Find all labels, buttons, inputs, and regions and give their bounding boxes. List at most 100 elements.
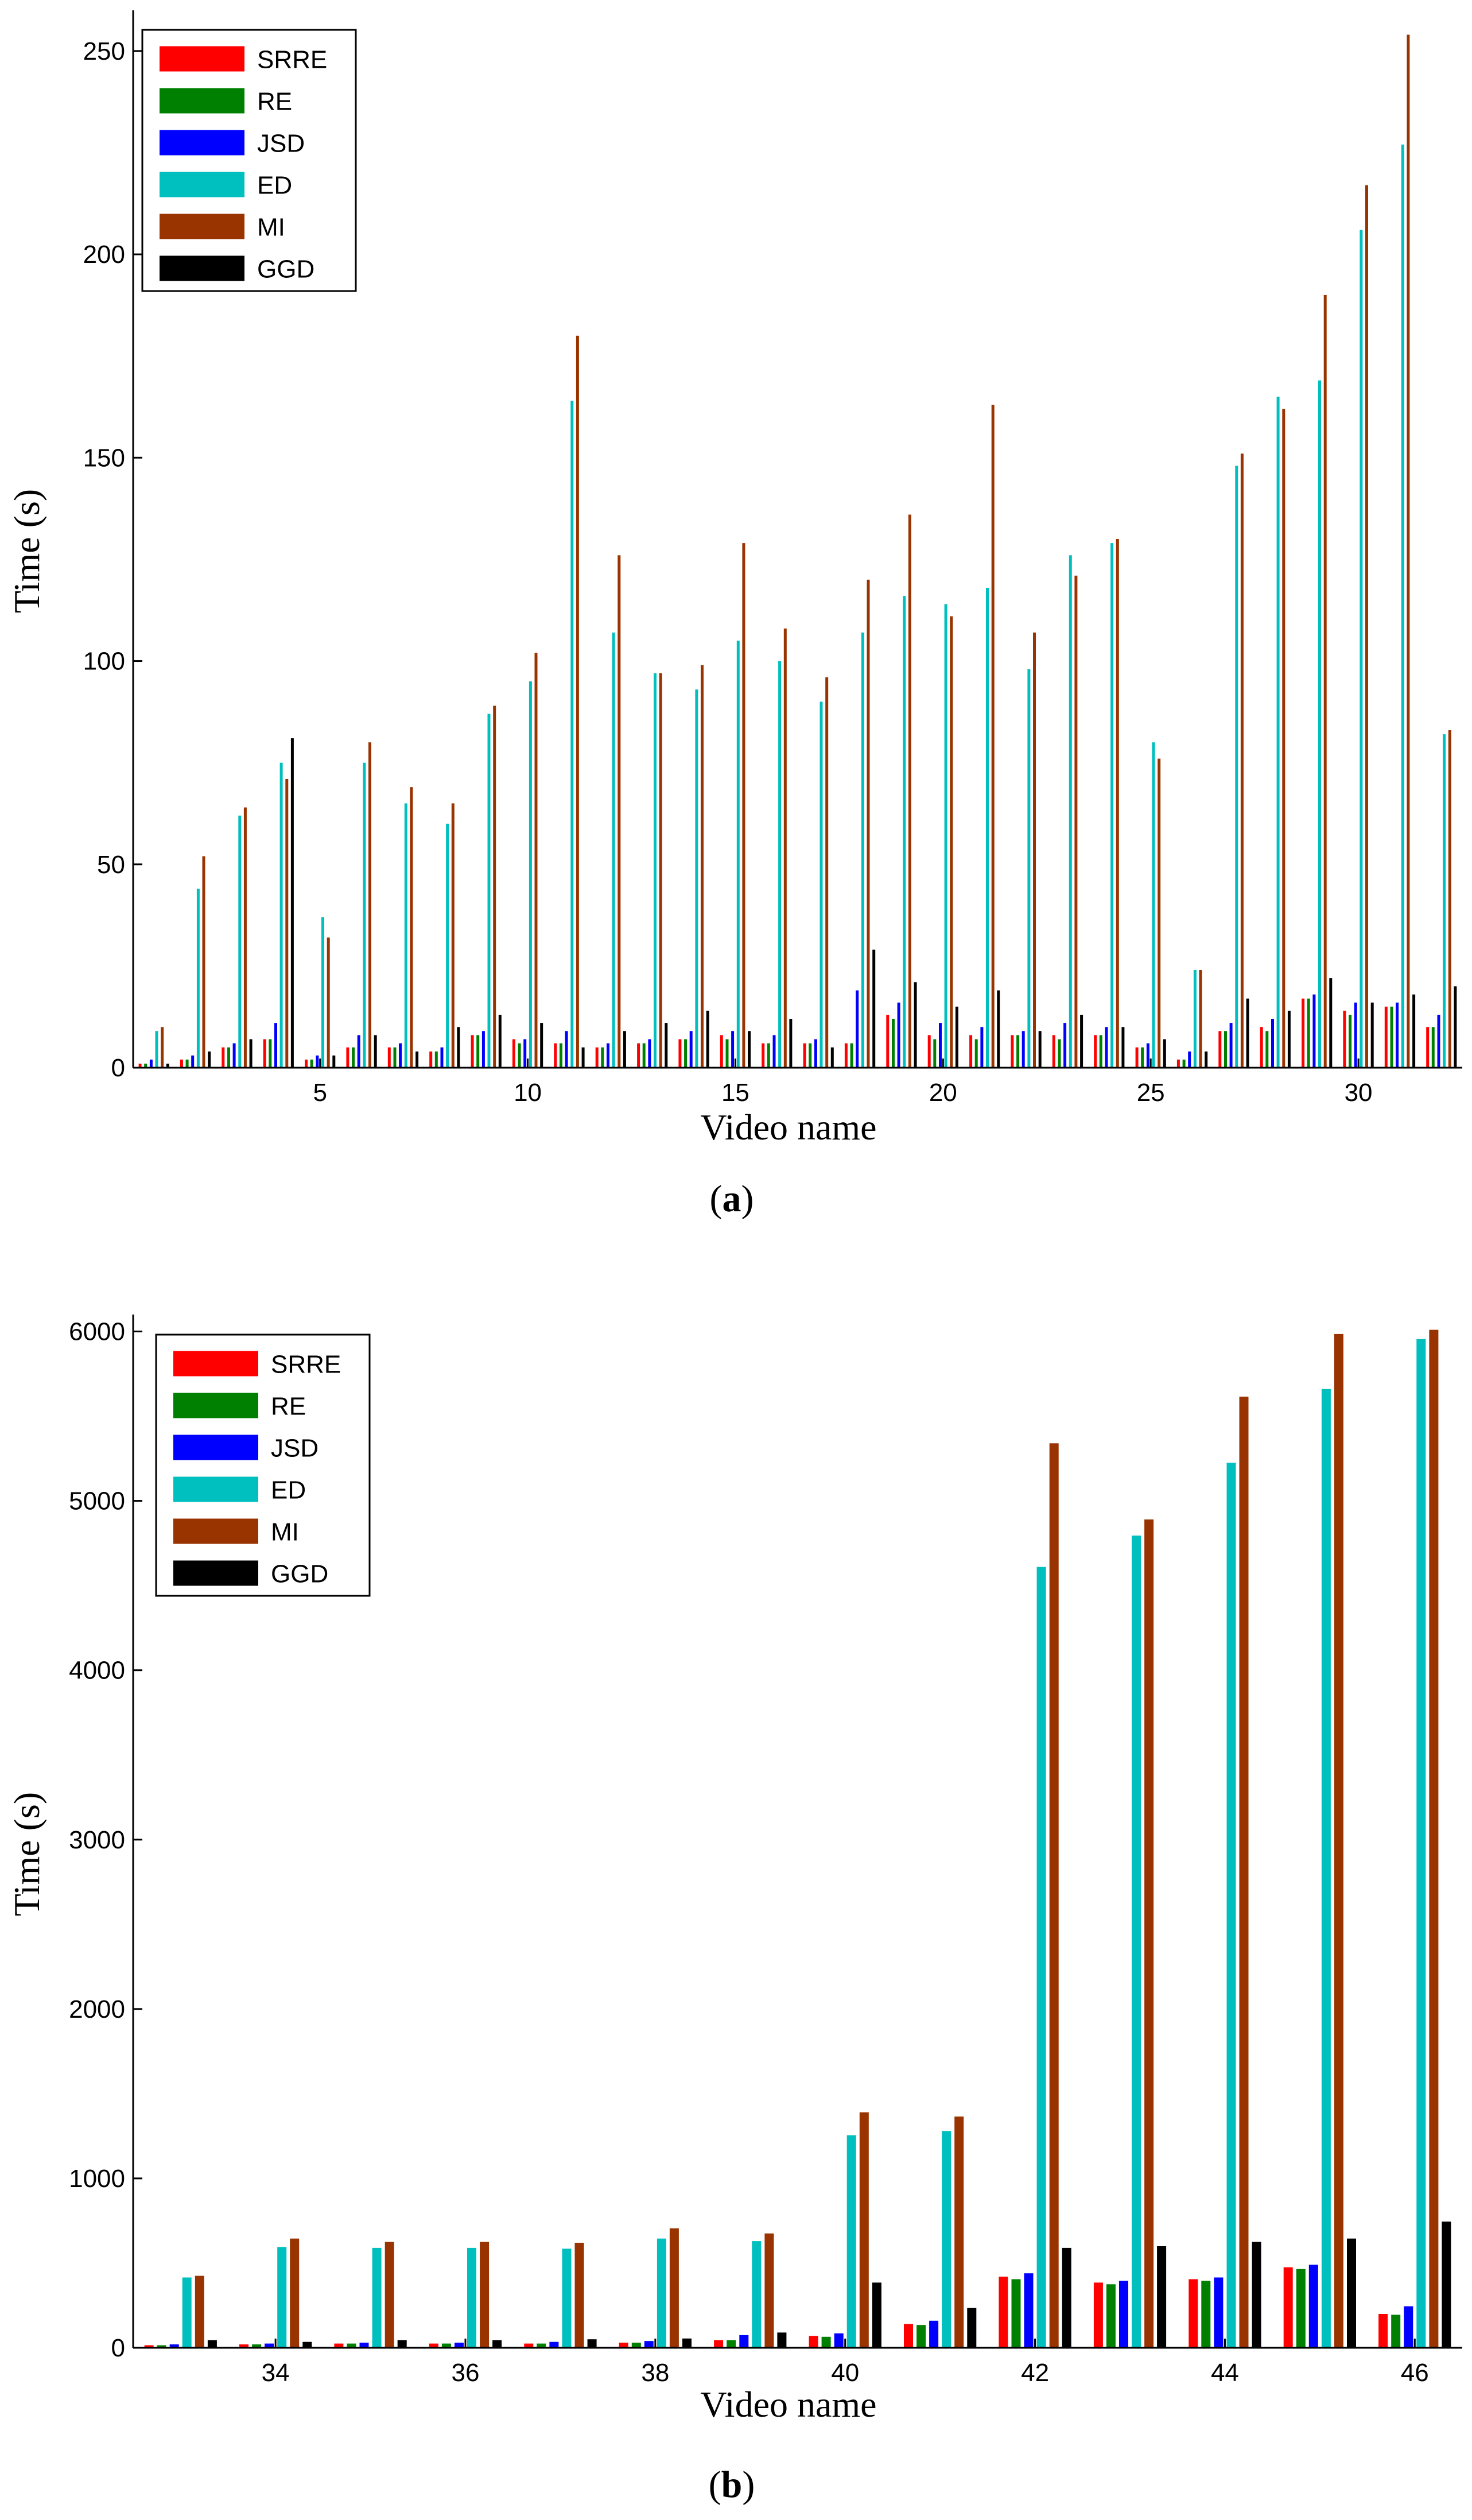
panel-b-bar-ggd-42 [1062,2247,1071,2348]
panel-a-bar-jsd-31 [1396,1002,1399,1068]
panel-b-bar-srre-36 [429,2343,438,2348]
panel-a-bar-jsd-17 [814,1039,817,1068]
panel-a-bar-jsd-12 [607,1043,609,1068]
panel-a-bar-jsd-6 [357,1035,360,1068]
panel-a-bar-jsd-2 [191,1055,195,1068]
panel-a-bar-ggd-14 [706,1010,709,1068]
panel-b-bar-mi-35 [384,2242,394,2348]
panel-a-bar-srre-27 [1218,1031,1222,1068]
panel-a-chart: 0 50 100 150 200 250 5 10 15 20 25 30 Video name T… [6,10,1462,1220]
panel-a-bar-re-4 [269,1039,272,1068]
panel-a-bar-srre-29 [1302,998,1305,1068]
panel-a-bar-ed-29 [1318,380,1321,1068]
panel-a-bar-ggd-27 [1246,998,1249,1068]
panel-a-bar-mi-29 [1323,294,1327,1068]
panel-b-bar-ed-43 [1132,1536,1141,2348]
panel-b-bar-re-37 [537,2343,546,2348]
panel-a-bar-mi-7 [410,787,413,1068]
panel-b-bar-mi-39 [764,2233,774,2348]
panel-b-bar-ggd-43 [1157,2246,1167,2348]
panel-a-bar-ed-7 [404,803,407,1068]
panel-a-bar-mi-18 [867,579,870,1068]
panel-b-bar-re-34 [252,2344,262,2348]
panel-b-x-tick-label: 40 [831,2359,859,2387]
panel-a-legend-label-ggd: GGD [257,255,314,284]
panel-b-legend: SRRE RE JSD ED MI GGD [155,1333,371,1597]
panel-a-bar-srre-18 [844,1043,848,1068]
panel-b-bar-srre-39 [714,2340,724,2348]
panel-a-bar-re-13 [642,1043,646,1068]
panel-a-y-tick-label: 150 [83,444,125,472]
panel-a-bar-ed-12 [612,632,615,1068]
panel-a-bar-srre-24 [1094,1035,1097,1068]
panel-a-bar-jsd-19 [897,1002,900,1068]
panel-a-bar-jsd-27 [1229,1023,1233,1068]
panel-b-y-tick-label: 5000 [69,1487,125,1515]
panel-a-bar-ggd-21 [997,990,1000,1068]
panel-b-bar-ed-34 [277,2247,287,2348]
panel-a-y-tick-label: 50 [97,851,125,879]
panel-a-bar-ggd-13 [665,1023,668,1068]
panel-a-bar-srre-10 [512,1039,515,1068]
panel-a-bar-jsd-18 [856,990,859,1068]
panel-b-bar-srre-43 [1093,2282,1103,2348]
panel-b-legend-swatch-srre [173,1351,258,1377]
panel-a-bar-srre-2 [180,1059,183,1068]
panel-a-bar-jsd-24 [1105,1027,1108,1068]
panel-a-bar-ggd-19 [914,982,917,1068]
panel-a-bar-srre-1 [138,1063,142,1068]
panel-a-bar-ed-31 [1401,144,1404,1068]
panel-b-bar-jsd-46 [1404,2306,1413,2348]
panel-a-bar-ggd-31 [1412,994,1416,1068]
panel-a-bar-srre-19 [886,1014,890,1068]
panel-a-bar-ggd-9 [498,1014,502,1068]
panel-a-legend-label-jsd: JSD [257,130,305,158]
panel-b-bars [144,1329,1451,2348]
panel-a-bar-ggd-12 [623,1031,626,1068]
panel-b-bar-mi-42 [1049,1443,1059,2348]
panel-b-bar-srre-44 [1189,2279,1198,2348]
panel-a-legend-swatch-srre [160,46,244,72]
panel-a-bar-mi-2 [202,856,205,1068]
panel-a-bar-ed-5 [321,917,324,1068]
panel-b-bar-mi-41 [954,2116,964,2348]
panel-b-bar-re-40 [821,2336,831,2348]
panel-a-bar-re-1 [144,1063,147,1068]
panel-a-bar-mi-15 [742,543,745,1068]
panel-a-bar-ed-11 [570,401,574,1068]
panel-a-legend-swatch-mi [160,214,244,239]
panel-a-bar-mi-23 [1074,575,1078,1068]
panel-b-bar-ggd-39 [777,2332,787,2348]
panel-a-bar-srre-6 [346,1047,349,1068]
panel-a-bar-ed-19 [903,596,906,1068]
panel-a-bar-mi-10 [534,653,538,1068]
panel-a-bar-srre-11 [554,1043,557,1068]
panel-a-legend-swatch-ed [160,172,244,197]
panel-a-bar-jsd-14 [689,1031,693,1068]
panel-b-legend-label-srre: SRRE [271,1351,341,1379]
panel-b-bar-ed-40 [846,2135,856,2348]
panel-a-bar-mi-3 [243,807,247,1068]
panel-a-bar-ed-32 [1443,734,1446,1068]
panel-a-bar-mi-12 [617,555,621,1068]
panel-a-bar-jsd-1 [149,1059,153,1068]
panel-a-bar-ggd-24 [1121,1027,1125,1068]
panel-a-bar-ggd-1 [166,1063,169,1068]
panel-a-bar-ggd-28 [1287,1010,1291,1068]
panel-a-bar-jsd-25 [1146,1043,1149,1068]
panel-a-bar-jsd-30 [1354,1002,1357,1068]
panel-a-bar-ed-24 [1110,543,1114,1068]
panel-a-legend-label-mi: MI [257,214,285,242]
panel-a-bar-ggd-17 [830,1047,834,1068]
panel-a-bar-ggd-26 [1205,1051,1208,1068]
panel-a-y-axis-label: Time (s) [6,489,47,613]
panel-b-bar-srre-45 [1283,2267,1293,2348]
panel-b-bar-mi-33 [195,2275,204,2348]
panel-a-bar-jsd-7 [399,1043,402,1068]
panel-b-bar-jsd-42 [1024,2273,1034,2348]
panel-b-bar-ggd-46 [1442,2222,1451,2348]
panel-a-bar-srre-16 [762,1043,765,1068]
panel-a-bar-srre-17 [803,1043,806,1068]
panel-a-bar-jsd-4 [274,1023,277,1068]
panel-a-bar-srre-21 [969,1035,973,1068]
